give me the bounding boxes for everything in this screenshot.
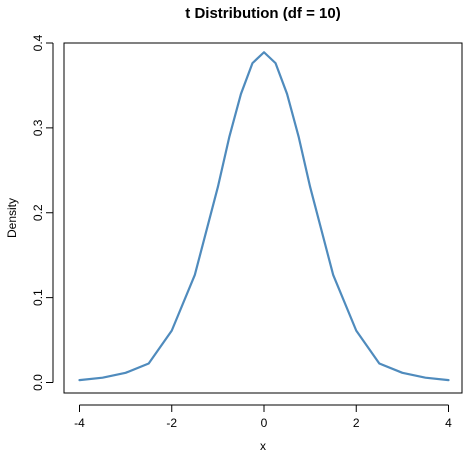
y-tick-label: 0.0 — [31, 374, 45, 391]
chart-title: t Distribution (df = 10) — [185, 5, 340, 22]
x-tick-label: 4 — [445, 416, 452, 430]
x-axis: -4 -2 0 2 4 — [74, 404, 452, 430]
y-tick-label: 0.4 — [31, 34, 45, 51]
x-tick-label: -4 — [74, 416, 85, 430]
x-tick-label: 0 — [261, 416, 268, 430]
x-tick-label: 2 — [353, 416, 360, 430]
x-tick-label: -2 — [166, 416, 177, 430]
series-line-0 — [78, 51, 450, 382]
series-layer — [78, 51, 450, 382]
plot-box — [63, 42, 463, 394]
y-tick-label: 0.1 — [31, 289, 45, 306]
y-tick-label: 0.3 — [31, 119, 45, 136]
y-axis-label: Density — [5, 198, 19, 238]
x-axis-label: x — [260, 439, 266, 453]
y-axis: 0.0 0.1 0.2 0.3 0.4 — [31, 34, 54, 391]
y-tick-label: 0.2 — [31, 204, 45, 221]
